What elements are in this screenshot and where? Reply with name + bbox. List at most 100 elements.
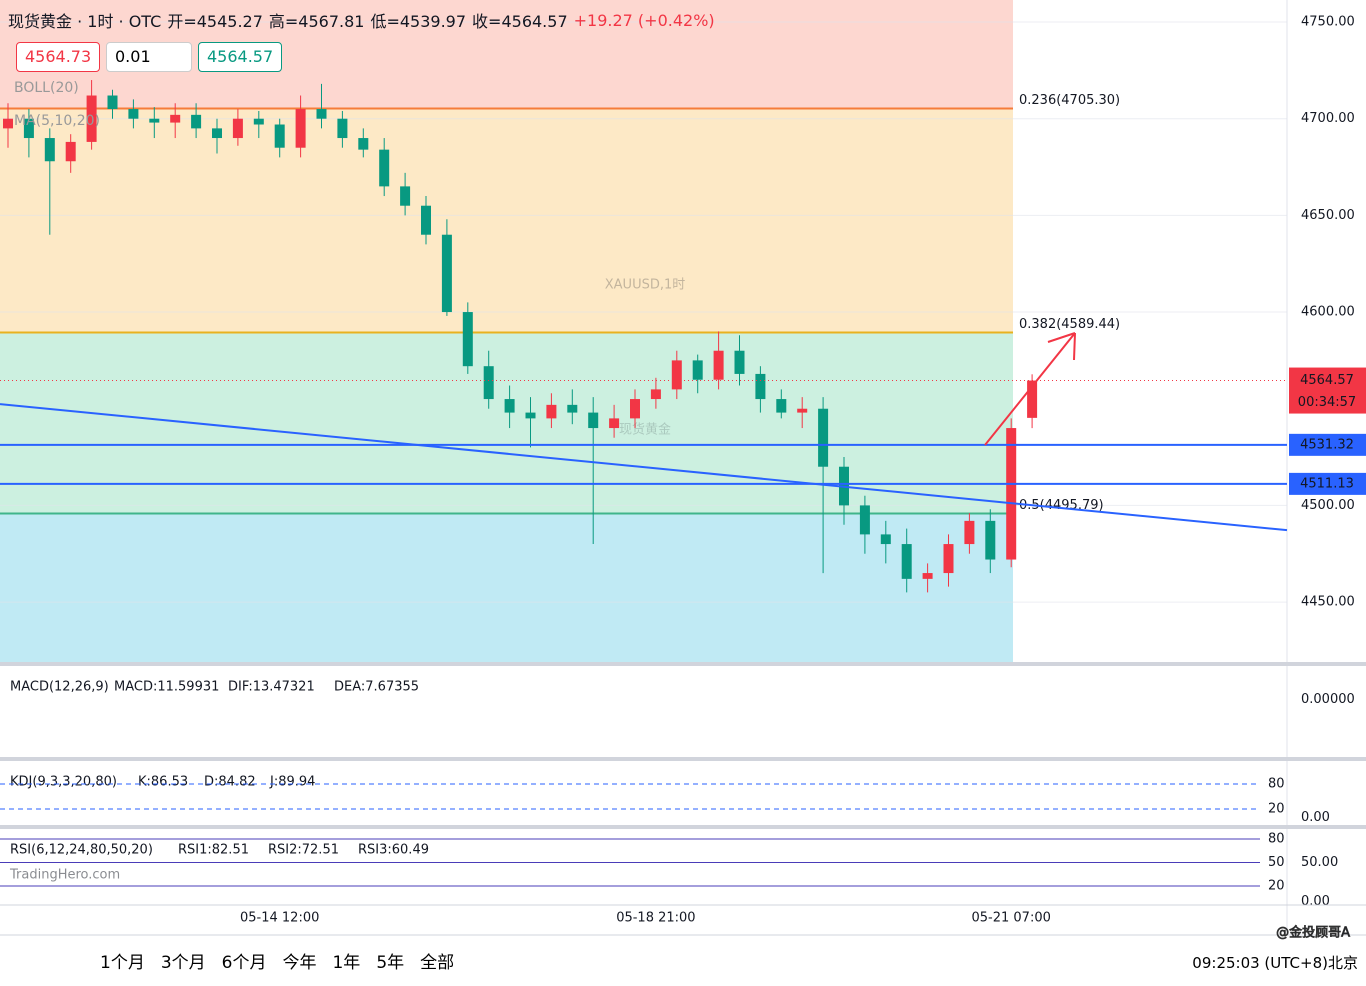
candle-body	[755, 373, 766, 400]
candle-body	[650, 389, 661, 400]
candle-body	[630, 399, 640, 419]
candle-body	[985, 520, 996, 560]
candle-body	[671, 360, 682, 390]
y-tick-label: 4650.00	[1301, 208, 1355, 223]
candle-body	[170, 114, 181, 123]
level-label: 20	[1268, 801, 1285, 816]
y-tick-label: 4450.00	[1301, 595, 1355, 610]
y-tick-label: 4600.00	[1301, 305, 1355, 320]
fib-zone	[0, 108, 1013, 333]
pane-value: MACD:11.59931	[114, 680, 219, 695]
buy-button[interactable]: 4564.57	[198, 42, 283, 72]
pane-title: MACD(12,26,9)	[10, 680, 109, 695]
candle-body	[86, 95, 97, 142]
level-label: 80	[1268, 776, 1285, 791]
candle-body	[818, 408, 829, 467]
candle-body	[797, 408, 808, 413]
level-label: 20	[1268, 879, 1285, 894]
candle-body	[23, 118, 34, 139]
candle-body	[316, 109, 327, 119]
candle-body	[337, 118, 348, 139]
candle-body	[379, 149, 390, 187]
range-button[interactable]: 全部	[420, 953, 455, 973]
candle-body	[149, 118, 160, 123]
candle-body	[421, 205, 431, 235]
pane-value: K:86.53	[138, 775, 188, 790]
clock: 09:25:03 (UTC+8)北京	[1192, 954, 1358, 972]
candle-body	[400, 186, 411, 206]
fib-label: 0.382(4589.44)	[1019, 317, 1120, 332]
header: 现货黄金 · 1时 · OTC 开=4545.27 高=4567.81 低=45…	[8, 8, 715, 32]
pane-value: RSI1:82.51	[178, 843, 249, 858]
brand-watermark: TradingHero.com	[9, 868, 120, 883]
candle-body	[274, 124, 285, 148]
candle-body	[525, 412, 536, 419]
level-label: 80	[1268, 832, 1285, 847]
pane-value: RSI2:72.51	[268, 843, 339, 858]
fib-zone	[0, 332, 1013, 514]
range-button[interactable]: 5年	[376, 953, 405, 973]
candle-body	[588, 412, 599, 429]
range-button[interactable]: 1个月	[100, 953, 145, 973]
candle-body	[253, 118, 264, 125]
candle-body	[107, 95, 118, 110]
sell-button[interactable]: 4564.73	[16, 42, 101, 72]
close: 收=4564.57	[472, 12, 568, 31]
y-tick-label: 0.00	[1301, 810, 1330, 825]
candle-body	[859, 505, 870, 535]
pane-title: RSI(6,12,24,80,50,20)	[10, 843, 153, 858]
range-button[interactable]: 3个月	[160, 953, 206, 973]
y-tick-label: 4500.00	[1301, 498, 1355, 513]
price-tag	[1289, 433, 1366, 456]
pane-value: RSI3:60.49	[358, 843, 429, 858]
range-bar: 1个月 3个月 6个月 今年 1年 5年 全部	[100, 948, 454, 973]
candle-body	[567, 404, 578, 413]
high: 高=4567.81	[268, 12, 365, 31]
candle-body	[128, 109, 139, 119]
pane-value: D:84.82	[204, 775, 256, 790]
y-tick-label: 4700.00	[1301, 111, 1355, 126]
x-tick-label: 05-14 12:00	[240, 911, 319, 926]
candle-body	[441, 234, 452, 313]
candle-body	[1027, 380, 1038, 418]
author-watermark: @金投顾哥A	[1276, 925, 1350, 941]
candle-body	[462, 312, 473, 367]
pane-value: DEA:7.67355	[334, 680, 419, 695]
candle-body	[504, 399, 515, 413]
indicator[interactable]: MA(5,10,20)	[14, 113, 101, 129]
candle-body	[232, 118, 243, 139]
candle-body	[483, 366, 494, 400]
watermark: XAUUSD,1时	[605, 278, 686, 293]
candle-body	[1006, 428, 1017, 560]
candle-body	[734, 350, 745, 374]
candle-body	[191, 114, 202, 129]
fib-zone	[0, 513, 1013, 662]
pane-value: J:89.94	[269, 775, 315, 790]
countdown: 00:34:57	[1298, 395, 1356, 410]
quantity[interactable]: 0.01	[106, 42, 192, 72]
range-button[interactable]: 今年	[282, 953, 317, 973]
last-price-tag	[1289, 367, 1366, 414]
candle-body	[609, 418, 620, 429]
y-tick-label: 0.00000	[1301, 692, 1355, 707]
price-tag-label: 4511.13	[1300, 476, 1354, 491]
candle-body	[880, 534, 891, 545]
indicator[interactable]: BOLL(20)	[14, 80, 79, 96]
low: 低=4539.97	[370, 12, 467, 31]
x-tick-label: 05-18 21:00	[616, 911, 695, 926]
range-button[interactable]: 1年	[332, 953, 361, 973]
pane-title: KDJ(9,3,3,20,80)	[10, 775, 117, 790]
candle-body	[295, 109, 306, 148]
change: +19.27 (+0.42%)	[573, 10, 715, 30]
candle-body	[943, 544, 954, 574]
price-tag-label: 4531.32	[1300, 437, 1354, 452]
symbol[interactable]: 现货黄金 · 1时 · OTC	[8, 12, 162, 31]
candle-body	[713, 350, 724, 380]
range-button[interactable]: 6个月	[221, 953, 267, 973]
y-tick-label: 4750.00	[1301, 15, 1355, 30]
open: 开=4545.27	[167, 12, 263, 31]
trend-line	[0, 403, 1288, 532]
y-tick-label: 50.00	[1301, 855, 1338, 870]
